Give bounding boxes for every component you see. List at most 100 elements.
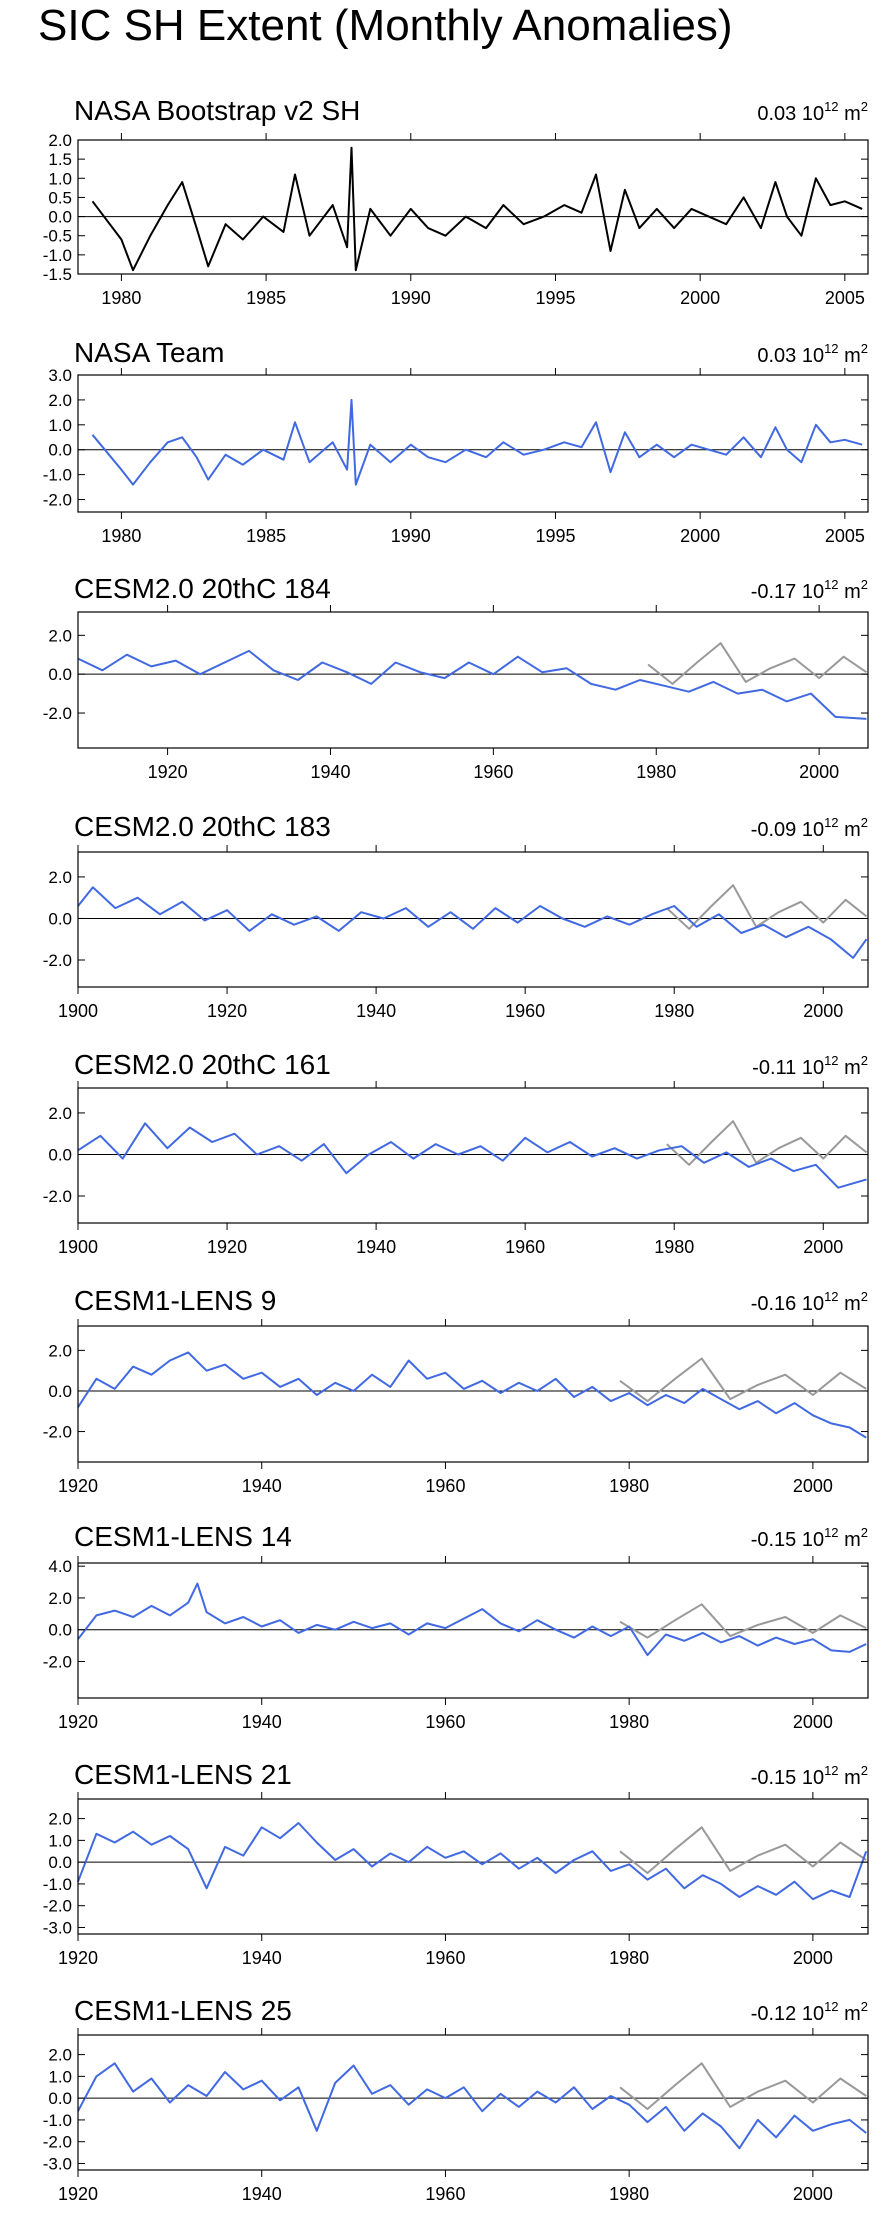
y-tick-label: -1.0 <box>43 2111 72 2130</box>
y-tick-label: 0.0 <box>48 1145 72 1164</box>
x-tick-label: 1960 <box>425 1476 465 1496</box>
y-tick-label: 2.0 <box>48 131 72 150</box>
y-tick-label: -2.0 <box>43 1423 72 1442</box>
y-tick-label: -3.0 <box>43 1918 72 1937</box>
chart-panel: CESM1-LENS 21 -0.15 1012 m2 2.0 1.0 0.0 -1.0 -… <box>43 1759 869 1968</box>
y-tick-label: 2.0 <box>48 2046 72 2065</box>
y-tick-label: 0.0 <box>48 1382 72 1401</box>
panel-title: NASA Team <box>74 337 224 368</box>
y-tick-label: -2.0 <box>43 704 72 723</box>
x-tick-label: 1920 <box>58 1476 98 1496</box>
y-tick-label: 1.0 <box>48 2067 72 2086</box>
x-tick-label: 1920 <box>207 1001 247 1021</box>
figure-title: SIC SH Extent (Monthly Anomalies) <box>38 1 732 50</box>
chart-panel: CESM1-LENS 14 -0.15 1012 m2 4.0 2.0 0.0 -2.0 1… <box>43 1521 869 1732</box>
panel-title: CESM2.0 20thC 183 <box>74 811 331 842</box>
panel-annotation: -0.09 1012 m2 <box>751 815 868 841</box>
chart-panel: CESM1-LENS 25 -0.12 1012 m2 2.0 1.0 0.0 -1.0 -… <box>43 1995 869 2204</box>
x-tick-label: 1960 <box>505 1001 545 1021</box>
x-tick-label: 2000 <box>793 1712 833 1732</box>
panel-title: CESM1-LENS 14 <box>74 1521 292 1552</box>
x-tick-label: 1940 <box>242 1948 282 1968</box>
y-tick-label: 0.0 <box>48 208 72 227</box>
x-tick-label: 1960 <box>473 762 513 782</box>
x-tick-label: 1960 <box>425 1712 465 1732</box>
x-tick-label: 1960 <box>505 1237 545 1257</box>
x-tick-label: 1940 <box>242 2184 282 2204</box>
y-tick-label: -1.0 <box>43 1875 72 1894</box>
y-tick-label: -0.5 <box>43 227 72 246</box>
y-tick-label: 4.0 <box>48 1557 72 1576</box>
y-tick-label: -1.0 <box>43 466 72 485</box>
x-tick-label: 1980 <box>101 288 141 308</box>
panel-title: CESM2.0 20thC 161 <box>74 1049 331 1080</box>
y-tick-label: 0.0 <box>48 909 72 928</box>
y-tick-label: -1.5 <box>43 265 72 284</box>
series-line <box>619 2062 867 2110</box>
plot-frame <box>77 1562 869 1699</box>
y-tick-label: 1.0 <box>48 416 72 435</box>
series-line <box>647 642 867 685</box>
plot-frame <box>77 1087 869 1224</box>
chart-panel: CESM2.0 20thC 161 -0.11 1012 m2 2.0 0.0 -2.0… <box>43 1049 869 1257</box>
x-tick-label: 1920 <box>207 1237 247 1257</box>
y-tick-label: 2.0 <box>48 868 72 887</box>
y-tick-label: -2.0 <box>43 1652 72 1671</box>
plot-frame <box>77 139 869 275</box>
chart-panel: NASA Team 0.03 1012 m2 3.0 2.0 1.0 0.0 -1.0 -2.… <box>43 337 869 546</box>
x-tick-label: 1985 <box>246 526 286 546</box>
x-tick-label: 2000 <box>680 526 720 546</box>
x-tick-label: 1920 <box>148 762 188 782</box>
panel-title: CESM2.0 20thC 184 <box>74 573 331 604</box>
series-line <box>77 2062 867 2150</box>
panel-annotation: 0.03 1012 m2 <box>757 99 868 125</box>
series-line <box>77 1351 867 1439</box>
y-tick-label: 0.0 <box>48 441 72 460</box>
panel-title: CESM1-LENS 9 <box>74 1285 276 1316</box>
series-line <box>77 1822 868 1901</box>
y-tick-label: -2.0 <box>43 2133 72 2152</box>
x-tick-label: 1940 <box>356 1001 396 1021</box>
chart-panel: CESM2.0 20thC 183 -0.09 1012 m2 2.0 0.0 -2.0… <box>43 811 869 1021</box>
plot-frame <box>77 611 869 749</box>
x-tick-label: 1980 <box>654 1237 694 1257</box>
x-tick-label: 1980 <box>101 526 141 546</box>
y-tick-label: 0.0 <box>48 2089 72 2108</box>
x-tick-label: 1920 <box>58 2184 98 2204</box>
panel-annotation: -0.17 1012 m2 <box>751 577 868 603</box>
y-tick-label: 0.0 <box>48 665 72 684</box>
x-tick-label: 1940 <box>242 1712 282 1732</box>
x-tick-label: 1990 <box>391 526 431 546</box>
y-tick-label: 2.0 <box>48 1341 72 1360</box>
x-tick-label: 1995 <box>535 526 575 546</box>
x-tick-label: 1980 <box>654 1001 694 1021</box>
x-tick-label: 1900 <box>58 1237 98 1257</box>
x-tick-label: 1985 <box>246 288 286 308</box>
x-tick-label: 2000 <box>803 1237 843 1257</box>
y-tick-label: 2.0 <box>48 1810 72 1829</box>
series-line <box>77 1582 867 1657</box>
series-line <box>619 1603 867 1639</box>
x-tick-label: 1920 <box>58 1948 98 1968</box>
panel-annotation: -0.11 1012 m2 <box>752 1053 868 1079</box>
plot-frame <box>77 1325 869 1463</box>
x-tick-label: 2000 <box>793 1476 833 1496</box>
x-tick-label: 1960 <box>425 1948 465 1968</box>
panel-annotation: 0.03 1012 m2 <box>757 341 868 367</box>
y-tick-label: -2.0 <box>43 1187 72 1206</box>
x-tick-label: 1980 <box>609 1712 649 1732</box>
panel-annotation: -0.15 1012 m2 <box>751 1763 868 1789</box>
x-tick-label: 1995 <box>535 288 575 308</box>
chart-panel: CESM1-LENS 9 -0.16 1012 m2 2.0 0.0 -2.0 1920 1… <box>43 1285 869 1496</box>
y-tick-label: -1.0 <box>43 246 72 265</box>
panel-annotation: -0.16 1012 m2 <box>751 1289 868 1315</box>
y-tick-label: 0.0 <box>48 1853 72 1872</box>
plot-frame <box>77 1798 869 1935</box>
y-tick-label: 0.5 <box>48 188 72 207</box>
series-line <box>666 1120 868 1166</box>
x-tick-label: 1980 <box>609 1948 649 1968</box>
x-tick-label: 2000 <box>793 1948 833 1968</box>
plot-frame <box>77 851 869 988</box>
y-tick-label: -3.0 <box>43 2154 72 2173</box>
y-tick-label: -2.0 <box>43 951 72 970</box>
